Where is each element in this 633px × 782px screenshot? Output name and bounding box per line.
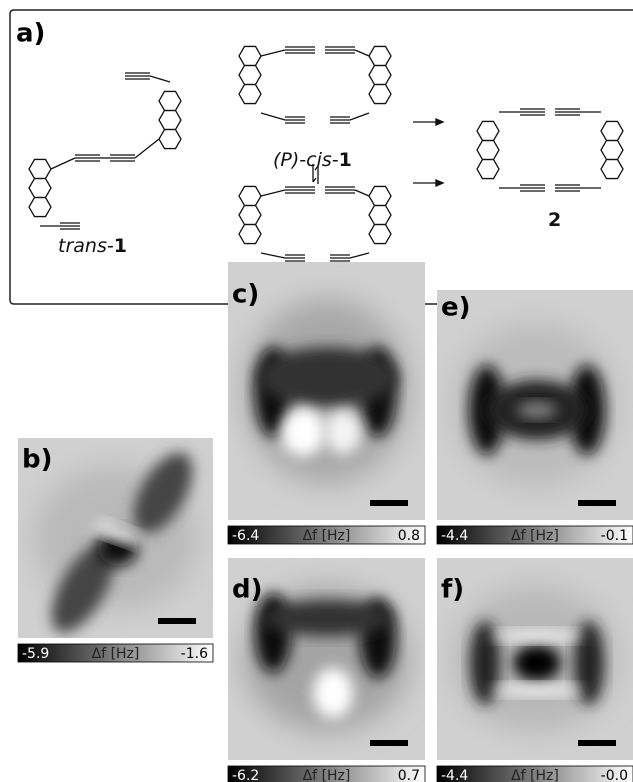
ring	[601, 140, 623, 159]
scale-bar	[158, 618, 196, 624]
compound-number: 1	[114, 235, 127, 257]
afm-feature	[313, 668, 353, 718]
colorbar-max: -1.6	[181, 646, 208, 662]
ring	[601, 160, 623, 179]
afm-panel: f) -4.4 Δf [Hz] -0.0	[437, 558, 633, 782]
arrow-head	[436, 180, 443, 186]
colorbar-max: -0.1	[601, 528, 628, 544]
ring	[369, 205, 391, 224]
colorbar-max: 0.8	[398, 528, 420, 544]
bond	[355, 50, 369, 56]
ring	[239, 225, 261, 244]
bond	[261, 253, 285, 258]
ring	[239, 186, 261, 205]
ring	[29, 159, 51, 178]
afm-feature	[281, 408, 325, 456]
ring	[477, 121, 499, 140]
ring	[369, 85, 391, 104]
scale-bar	[578, 740, 616, 746]
colorbar-max: -0.0	[601, 768, 628, 782]
bond	[261, 113, 285, 120]
afm-feature	[492, 630, 582, 642]
ring	[159, 130, 181, 149]
colorbar-min: -5.9	[22, 646, 49, 662]
afm-feature	[325, 410, 361, 454]
figure: a) trans-1(P)-cis-1(M)-cis-12 b)-5.9Δf […	[0, 0, 633, 782]
colorbar-max: 0.7	[398, 768, 420, 782]
bond	[261, 50, 285, 56]
afm-feature	[492, 684, 582, 696]
panel-label: d)	[232, 575, 263, 605]
ring	[239, 85, 261, 104]
afm-image	[437, 558, 633, 760]
colorbar-quantity: Δf [Hz]	[303, 768, 351, 782]
bond	[350, 113, 369, 120]
ring	[369, 186, 391, 205]
compound-prefix: trans-	[58, 235, 114, 257]
afm-feature	[470, 621, 500, 705]
ring	[369, 65, 391, 84]
afm-panel: b) -5.9 Δf [Hz] -1.6	[18, 438, 213, 662]
colorbar-min: -6.4	[232, 528, 259, 544]
afm-feature	[258, 347, 398, 407]
compound-label: trans-1	[58, 235, 127, 257]
afm-panel: e) -4.4 Δf [Hz] -0.1	[437, 290, 633, 544]
scale-bar	[370, 500, 408, 506]
afm-feature	[517, 402, 557, 418]
afm-images: b) -5.9 Δf [Hz] -1.6 c) -6.4 Δf [Hz] 0.8 d) -6.2 Δ…	[18, 262, 633, 782]
colorbar-min: -4.4	[441, 768, 468, 782]
panel-label: b)	[22, 445, 53, 475]
panel-label: f)	[441, 575, 464, 605]
arrow-head	[436, 119, 443, 125]
bond	[261, 190, 285, 196]
ring	[239, 205, 261, 224]
compound-number: 1	[339, 149, 352, 171]
ring	[29, 198, 51, 217]
ring	[159, 91, 181, 110]
panel-label: e)	[441, 293, 471, 323]
afm-panel: c) -6.4 Δf [Hz] 0.8	[228, 262, 425, 544]
compound-prefix: (P)-cis-	[273, 149, 339, 171]
colorbar-quantity: Δf [Hz]	[511, 528, 559, 544]
ring	[29, 178, 51, 197]
colorbar-min: -6.2	[232, 768, 259, 782]
compound-number: 2	[548, 209, 561, 231]
afm-feature	[574, 621, 604, 705]
afm-feature	[263, 600, 393, 636]
panel-label: a)	[16, 19, 45, 49]
compound-label: 2	[548, 209, 561, 231]
scale-bar	[578, 500, 616, 506]
ring	[477, 160, 499, 179]
ring	[369, 225, 391, 244]
colorbar-min: -4.4	[441, 528, 468, 544]
ring	[369, 46, 391, 65]
colorbar-quantity: Δf [Hz]	[511, 768, 559, 782]
compound-label: (P)-cis-1	[273, 149, 352, 171]
scale-bar	[370, 740, 408, 746]
ring	[601, 121, 623, 140]
bond	[135, 139, 159, 158]
bond	[350, 253, 369, 258]
bond	[51, 158, 75, 169]
afm-panel: d) -6.2 Δf [Hz] 0.7	[228, 558, 425, 782]
ring	[477, 140, 499, 159]
ring	[239, 65, 261, 84]
ring	[159, 110, 181, 129]
panel-label: c)	[232, 280, 259, 310]
bond	[150, 76, 170, 82]
afm-image	[437, 290, 633, 520]
colorbar-quantity: Δf [Hz]	[92, 646, 140, 662]
ring	[239, 46, 261, 65]
afm-feature	[513, 645, 561, 681]
colorbar-quantity: Δf [Hz]	[303, 528, 351, 544]
bond	[355, 190, 369, 196]
